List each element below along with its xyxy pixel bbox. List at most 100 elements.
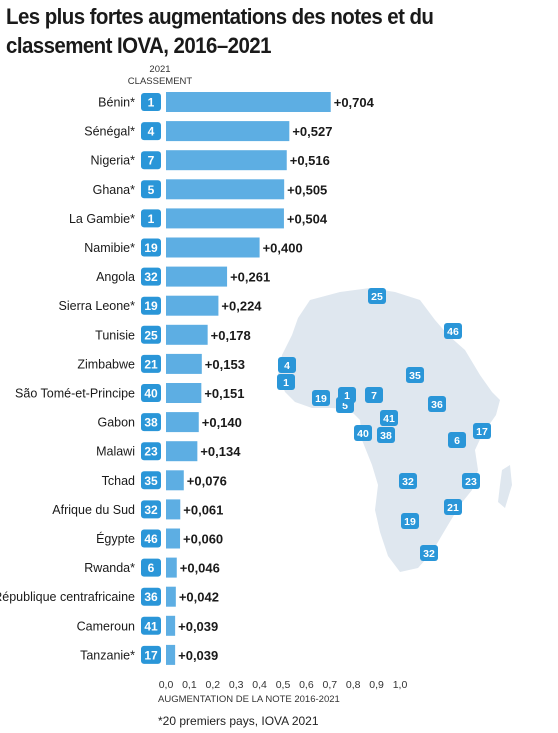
bar	[166, 324, 208, 345]
x-tick-label: 0,2	[205, 679, 220, 691]
rank-badge-label: 6	[148, 561, 155, 575]
rank-badge	[141, 238, 161, 257]
country-label: République centrafricaine	[0, 590, 135, 604]
map-rank-badge-label: 25	[371, 291, 383, 303]
map-rank-badge	[420, 545, 438, 561]
map-rank-badge-label: 19	[404, 516, 416, 528]
rank-badge-label: 40	[144, 387, 158, 401]
rank-badge	[141, 587, 161, 606]
map-rank-badge	[377, 427, 395, 443]
footnote: *20 premiers pays, IOVA 2021	[158, 714, 319, 728]
bar	[166, 150, 287, 171]
bar	[166, 586, 176, 607]
rank-badge	[141, 325, 161, 344]
x-axis-title: AUGMENTATION DE LA NOTE 2016-2021	[158, 694, 340, 705]
value-label: +0,061	[183, 502, 223, 517]
rank-badge	[141, 413, 161, 432]
x-tick-label: 1,0	[393, 679, 408, 691]
x-tick-label: 0,5	[276, 679, 291, 691]
country-label: Nigeria*	[91, 154, 136, 168]
rank-header-label: CLASSEMENT	[127, 76, 193, 87]
rank-badge	[141, 93, 161, 111]
country-label: Tanzanie*	[80, 648, 135, 662]
map-rank-badge-label: 23	[465, 476, 477, 488]
value-label: +0,504	[287, 211, 328, 226]
map-rank-badge	[399, 473, 417, 489]
x-tick-label: 0,9	[369, 679, 384, 691]
country-label: Malawi	[96, 445, 135, 459]
map-rank-badge-label: 35	[409, 370, 421, 382]
x-tick-label: 0,7	[322, 679, 337, 691]
rank-badge-label: 32	[144, 270, 158, 284]
map-rank-badge	[354, 425, 372, 441]
value-label: +0,039	[178, 619, 218, 634]
bar	[166, 470, 184, 491]
value-label: +0,076	[187, 473, 227, 488]
chart-title: Les plus fortes augmentations des notes …	[6, 4, 434, 58]
country-label: Sénégal*	[84, 125, 135, 139]
bar	[166, 179, 285, 200]
value-label: +0,400	[263, 241, 303, 256]
map-rank-badge-label: 1	[344, 390, 350, 402]
value-label: +0,060	[183, 532, 223, 547]
rank-badge-label: 36	[144, 590, 158, 604]
country-label: São Tomé-et-Principe	[15, 387, 135, 401]
rank-badge	[141, 296, 161, 315]
rank-badge	[141, 471, 161, 490]
map-rank-badge-label: 7	[371, 390, 377, 402]
map-rank-badge	[406, 367, 424, 383]
bar	[166, 237, 260, 258]
rank-badge-label: 4	[148, 125, 155, 139]
rank-badge-label: 5	[148, 183, 155, 197]
map-rank-badge-label: 19	[315, 393, 327, 405]
rank-badge-label: 19	[144, 299, 158, 313]
rank-badge	[141, 151, 161, 170]
map-rank-badge	[380, 410, 398, 426]
rank-badge	[141, 529, 161, 548]
country-label: Bénin*	[98, 96, 135, 110]
map-rank-badge	[401, 513, 419, 529]
bar	[166, 295, 219, 316]
value-label: +0,704	[334, 95, 375, 110]
rank-badge-label: 23	[144, 445, 158, 459]
madagascar-shape	[498, 465, 512, 508]
bar	[166, 644, 176, 665]
rank-badge	[141, 645, 161, 664]
map-rank-badge	[277, 374, 295, 390]
rank-header-year: 2021	[149, 64, 171, 75]
country-label: Zimbabwe	[77, 357, 135, 371]
rank-badge-label: 35	[144, 474, 158, 488]
map-rank-badge-label: 46	[447, 326, 459, 338]
country-label: Cameroun	[77, 619, 135, 633]
map-rank-badge-label: 21	[447, 502, 459, 514]
bar	[166, 499, 181, 520]
map-rank-badge	[428, 396, 446, 412]
country-label: Sierra Leone*	[59, 299, 136, 313]
x-tick-label: 0,6	[299, 679, 314, 691]
value-label: +0,224	[221, 299, 262, 314]
map-rank-badge	[312, 390, 330, 406]
country-label: Tchad	[102, 474, 135, 488]
rank-badge-label: 41	[144, 619, 158, 633]
map-rank-badge-label: 1	[283, 377, 289, 389]
rank-badge-label: 1	[148, 212, 155, 226]
bar	[166, 441, 198, 462]
value-label: +0,527	[292, 124, 332, 139]
value-label: +0,151	[204, 386, 244, 401]
map-rank-badge	[462, 473, 480, 489]
bar	[166, 121, 290, 142]
bar	[166, 208, 284, 229]
map-rank-badge	[473, 423, 491, 439]
country-label: Tunisie	[95, 328, 135, 342]
value-label: +0,516	[290, 153, 330, 168]
bar	[166, 383, 202, 403]
rank-badge-label: 21	[144, 357, 158, 371]
rank-badge	[141, 209, 161, 228]
map-rank-badge-label: 36	[431, 399, 443, 411]
rank-badge-label: 25	[144, 328, 158, 342]
country-label: Rwanda*	[84, 561, 135, 575]
bar	[166, 92, 331, 112]
bar	[166, 266, 228, 287]
x-tick-label: 0,0	[159, 679, 174, 691]
